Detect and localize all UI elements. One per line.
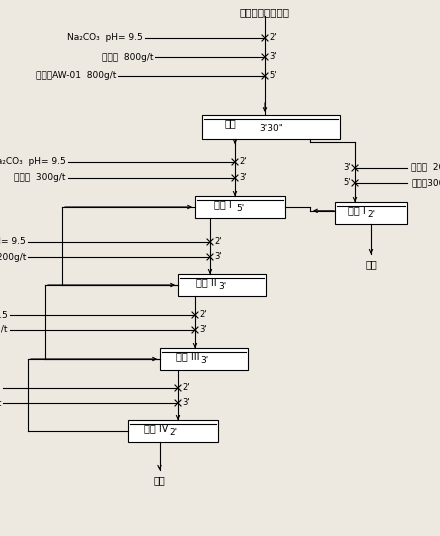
Text: 捕收剂AW-01  800g/t: 捕收剂AW-01 800g/t: [36, 71, 116, 80]
Text: 精选 II: 精选 II: [196, 277, 216, 287]
Bar: [335, 202, 407, 224]
Bar: [195, 196, 285, 218]
Text: 3': 3': [239, 173, 247, 182]
Text: 3': 3': [214, 252, 222, 261]
Text: 水玻璃  200g/t: 水玻璃 200g/t: [0, 252, 26, 262]
Text: Na₂CO₃  pH= 9.5: Na₂CO₃ pH= 9.5: [67, 33, 143, 42]
Text: 精矿: 精矿: [154, 475, 165, 485]
Text: 5': 5': [269, 71, 276, 80]
Text: 2': 2': [169, 428, 177, 437]
Text: Na₂CO₃  pH= 9.5: Na₂CO₃ pH= 9.5: [0, 383, 1, 392]
Text: 3': 3': [269, 52, 277, 61]
Text: 粗选: 粗选: [224, 118, 236, 128]
Text: 2': 2': [214, 237, 221, 246]
Text: 3': 3': [343, 163, 351, 172]
Bar: [160, 348, 248, 370]
Text: 水玻璃  100g/t: 水玻璃 100g/t: [0, 325, 8, 334]
Text: 2': 2': [269, 33, 276, 42]
Bar: [128, 420, 218, 442]
Text: Na₂CO₃  pH= 9.5: Na₂CO₃ pH= 9.5: [0, 310, 8, 319]
Text: 3'30": 3'30": [259, 124, 283, 133]
Text: 精选 III: 精选 III: [176, 351, 200, 361]
Text: 5': 5': [236, 204, 244, 213]
Text: 精选 I: 精选 I: [214, 199, 232, 209]
Text: 水玻璃  100g/t: 水玻璃 100g/t: [0, 398, 1, 407]
Text: 水玻璃  300g/t: 水玻璃 300g/t: [15, 174, 66, 182]
Text: 2': 2': [367, 210, 375, 219]
Text: 5': 5': [344, 178, 351, 187]
Text: 2': 2': [239, 157, 246, 166]
Text: 尾矿: 尾矿: [365, 259, 377, 269]
Text: 磁选尾矿浓缩底流: 磁选尾矿浓缩底流: [240, 7, 290, 17]
Text: 水玻璃  200g/t: 水玻璃 200g/t: [411, 163, 440, 173]
Text: 2': 2': [199, 310, 206, 319]
Text: 3': 3': [199, 325, 207, 334]
Text: 3': 3': [182, 398, 190, 407]
Text: 3': 3': [218, 281, 226, 291]
Text: 水玻璃  800g/t: 水玻璃 800g/t: [102, 53, 153, 62]
Bar: [202, 115, 340, 139]
Text: Na₂CO₃  pH= 9.5: Na₂CO₃ pH= 9.5: [0, 237, 26, 247]
Text: 精选 IV: 精选 IV: [144, 423, 168, 433]
Text: 扫选 I: 扫选 I: [348, 205, 366, 215]
Text: 2': 2': [182, 383, 190, 392]
Text: 3': 3': [200, 355, 208, 364]
Bar: [178, 274, 266, 296]
Text: Na₂CO₃  pH= 9.5: Na₂CO₃ pH= 9.5: [0, 158, 66, 167]
Text: 捕收剂300g/t: 捕收剂300g/t: [411, 178, 440, 188]
